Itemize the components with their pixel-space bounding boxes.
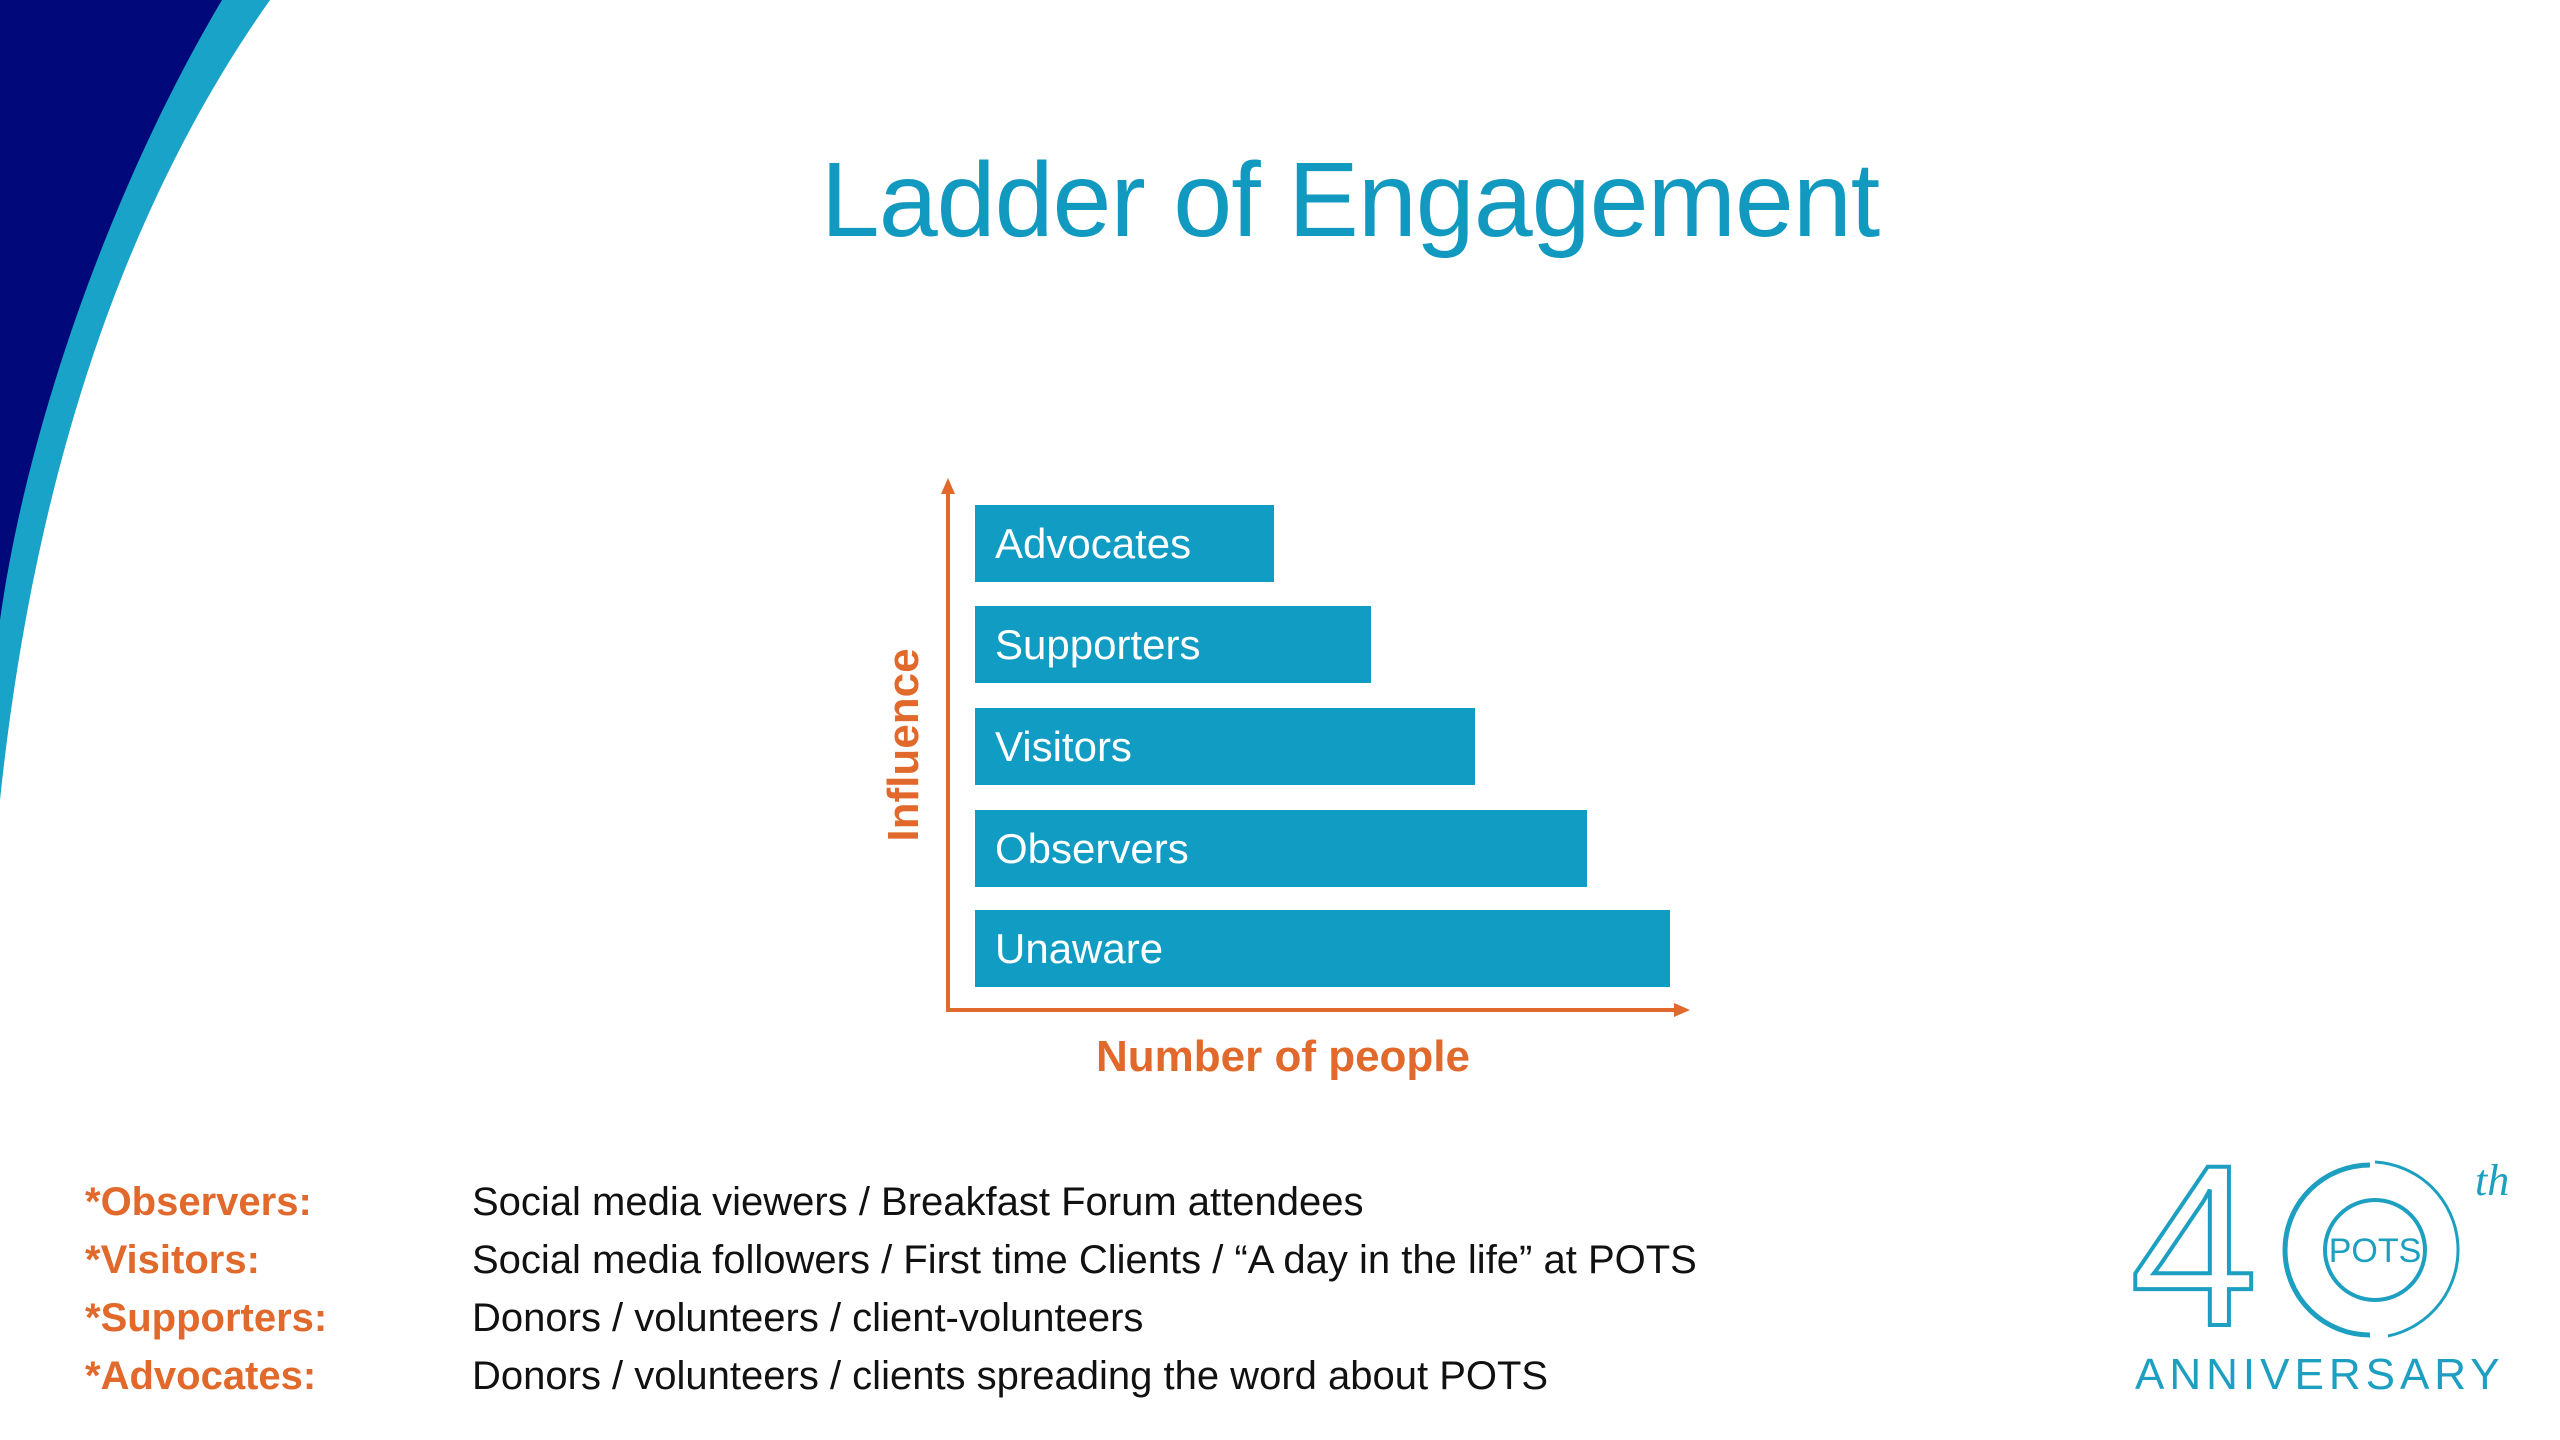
ladder-bar-advocates: Advocates — [975, 505, 1274, 582]
legend-description: Social media viewers / Breakfast Forum a… — [472, 1180, 1364, 1224]
anniversary-logo: 4 POTS th ANNIVERSARY — [2120, 1115, 2540, 1410]
x-axis-arrowhead — [1674, 1003, 1690, 1017]
slide-title: Ladder of Engagement — [820, 141, 1880, 259]
legend-list: *Observers: Social media viewers / Break… — [85, 1180, 1885, 1412]
legend-term: *Visitors: — [85, 1238, 260, 1282]
legend-row: *Visitors: Social media followers / Firs… — [85, 1238, 1885, 1296]
logo-zero-arc — [2282, 1162, 2371, 1338]
legend-term: *Supporters: — [85, 1296, 328, 1340]
logo-th-suffix: th — [2475, 1156, 2509, 1205]
logo-anniversary-word: ANNIVERSARY — [2135, 1350, 2505, 1399]
ladder-bar-supporters: Supporters — [975, 606, 1371, 683]
legend-row: *Supporters: Donors / volunteers / clien… — [85, 1296, 1885, 1354]
legend-description: Social media followers / First time Clie… — [472, 1238, 1697, 1282]
logo-pots-text: POTS — [2329, 1232, 2422, 1270]
corner-swoosh-decoration — [0, 0, 270, 800]
swoosh-navy — [0, 0, 222, 620]
ladder-bar-visitors: Visitors — [975, 708, 1475, 785]
logo-pots-circle — [2323, 1198, 2427, 1302]
legend-term: *Advocates: — [85, 1354, 317, 1398]
legend-row: *Advocates: Donors / volunteers / client… — [85, 1354, 1885, 1412]
ladder-bar-observers: Observers — [975, 810, 1587, 887]
logo-number-four: 4 — [2130, 1140, 2258, 1350]
y-axis-arrowhead — [941, 478, 955, 494]
x-axis-label: Number of people — [1095, 1032, 1471, 1081]
logo-outer-arc — [2374, 1160, 2460, 1338]
legend-description: Donors / volunteers / client-volunteers — [472, 1296, 1144, 1340]
legend-description: Donors / volunteers / clients spreading … — [472, 1354, 1549, 1398]
anniversary-logo-mark: 4 POTS th — [2128, 1115, 2509, 1376]
ladder-bar-unaware: Unaware — [975, 910, 1670, 987]
legend-term: *Observers: — [85, 1180, 312, 1224]
y-axis-label: Influence — [879, 648, 928, 842]
legend-row: *Observers: Social media viewers / Break… — [85, 1180, 1885, 1238]
